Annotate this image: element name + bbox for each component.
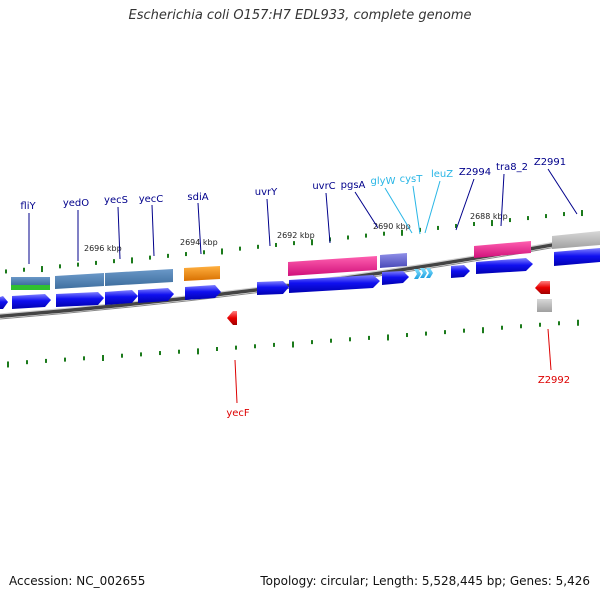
cds-arrow: [0, 296, 8, 309]
tick-label-group: 2696 kbp 2694 kbp 2692 kbp 2690 kbp 2688 kbp: [84, 212, 508, 253]
page-title: Escherichia coli O157:H7 EDL933, complet…: [128, 8, 472, 23]
cds-arrow-uvrY[interactable]: [257, 281, 289, 295]
cds-forward-track: [0, 248, 600, 309]
category-block-repair: [288, 256, 377, 276]
trna-track: [414, 268, 433, 279]
gene-label-uvrC[interactable]: uvrC: [312, 181, 335, 192]
cds-arrow-yecS[interactable]: [105, 290, 138, 305]
trna-arrow-leuZ[interactable]: [426, 268, 433, 278]
inner-tick-ring: [7, 319, 579, 368]
gene-label-sdiA[interactable]: sdiA: [187, 192, 208, 203]
trna-arrow-cysT[interactable]: [420, 268, 427, 278]
gene-label-Z2991[interactable]: Z2991: [534, 157, 566, 168]
gene-label-yecF[interactable]: yecF: [226, 408, 250, 419]
category-block-transport-2: [105, 269, 173, 286]
leader-line-pgsA: [354, 191, 379, 229]
tick-label: 2696 kbp: [84, 244, 122, 253]
gene-label-fliY[interactable]: fliY: [20, 201, 36, 212]
tick-label: 2692 kbp: [277, 231, 315, 240]
leader-line-Z2991: [547, 168, 578, 215]
tick-label: 2688 kbp: [470, 212, 508, 221]
category-block-regulator: [184, 266, 220, 281]
leader-line-cysT: [412, 185, 421, 235]
cds-arrow-yedO[interactable]: [56, 292, 104, 307]
tick-label: 2694 kbp: [180, 238, 218, 247]
gene-label-cysT[interactable]: cysT: [400, 174, 424, 185]
gene-label-pgsA[interactable]: pgsA: [341, 180, 366, 191]
category-block-hypothetical: [552, 231, 600, 249]
leader-line-Z2992: [547, 328, 552, 371]
cds-arrow-yecC[interactable]: [138, 288, 174, 303]
gene-label-group: fliY yedO yecS yecC sdiA uvrY uvrC pgsA glyW cysT…: [20, 157, 570, 419]
accession-text: Accession: NC_002655: [9, 574, 146, 588]
cds-arrow-Z2994[interactable]: [451, 265, 470, 278]
gene-label-uvrY[interactable]: uvrY: [255, 187, 278, 198]
category-block-flagellar-green: [11, 285, 50, 290]
gene-label-Z2994[interactable]: Z2994: [459, 167, 491, 178]
leader-line-leuZ: [424, 180, 441, 234]
cds-arrow-tra8_2[interactable]: [476, 258, 533, 274]
category-track: [11, 231, 600, 290]
cds-arrow-uvrC[interactable]: [289, 275, 380, 293]
tick-label: 2690 kbp: [373, 222, 411, 231]
cds-arrow-fliY[interactable]: [12, 294, 51, 309]
cds-arrow-yecF[interactable]: [227, 311, 237, 325]
leader-line-uvrC: [325, 192, 331, 244]
leader-line-yecS: [117, 206, 121, 260]
leader-line-glyW: [384, 187, 413, 234]
leader-line-tra8_2: [500, 173, 505, 227]
category-block-transport-1: [55, 273, 104, 289]
trna-arrow-glyW[interactable]: [414, 269, 421, 279]
leader-line-yecC: [151, 204, 155, 257]
category-block-pgsA: [380, 253, 407, 268]
gene-label-glyW[interactable]: glyW: [371, 176, 396, 187]
label-leader-lines: [28, 168, 578, 404]
gene-label-yecS[interactable]: yecS: [104, 195, 128, 206]
gene-label-leuZ[interactable]: leuZ: [431, 169, 453, 180]
genome-summary-text: Topology: circular; Length: 5,528,445 bp…: [260, 574, 590, 588]
cds-arrow-Z2992[interactable]: [535, 281, 550, 294]
category-block-flagellar: [11, 277, 50, 285]
gene-label-tra8_2[interactable]: tra8_2: [496, 162, 528, 173]
gene-label-Z2992[interactable]: Z2992: [538, 375, 570, 386]
cds-arrow-pgsA[interactable]: [382, 271, 409, 285]
leader-line-yecF: [234, 359, 238, 404]
category-block-Z2992: [537, 299, 552, 312]
cds-arrow-Z2991[interactable]: [554, 248, 600, 266]
cds-reverse-track: [227, 281, 552, 325]
leader-line-sdiA: [197, 202, 202, 255]
leader-line-Z2994: [455, 178, 475, 231]
gene-label-yedO[interactable]: yedO: [63, 198, 89, 209]
cds-arrow-sdiA[interactable]: [185, 285, 221, 300]
leader-line-uvrY: [266, 198, 271, 247]
category-block-tra8: [474, 241, 531, 258]
gene-label-yecC[interactable]: yecC: [139, 194, 164, 205]
